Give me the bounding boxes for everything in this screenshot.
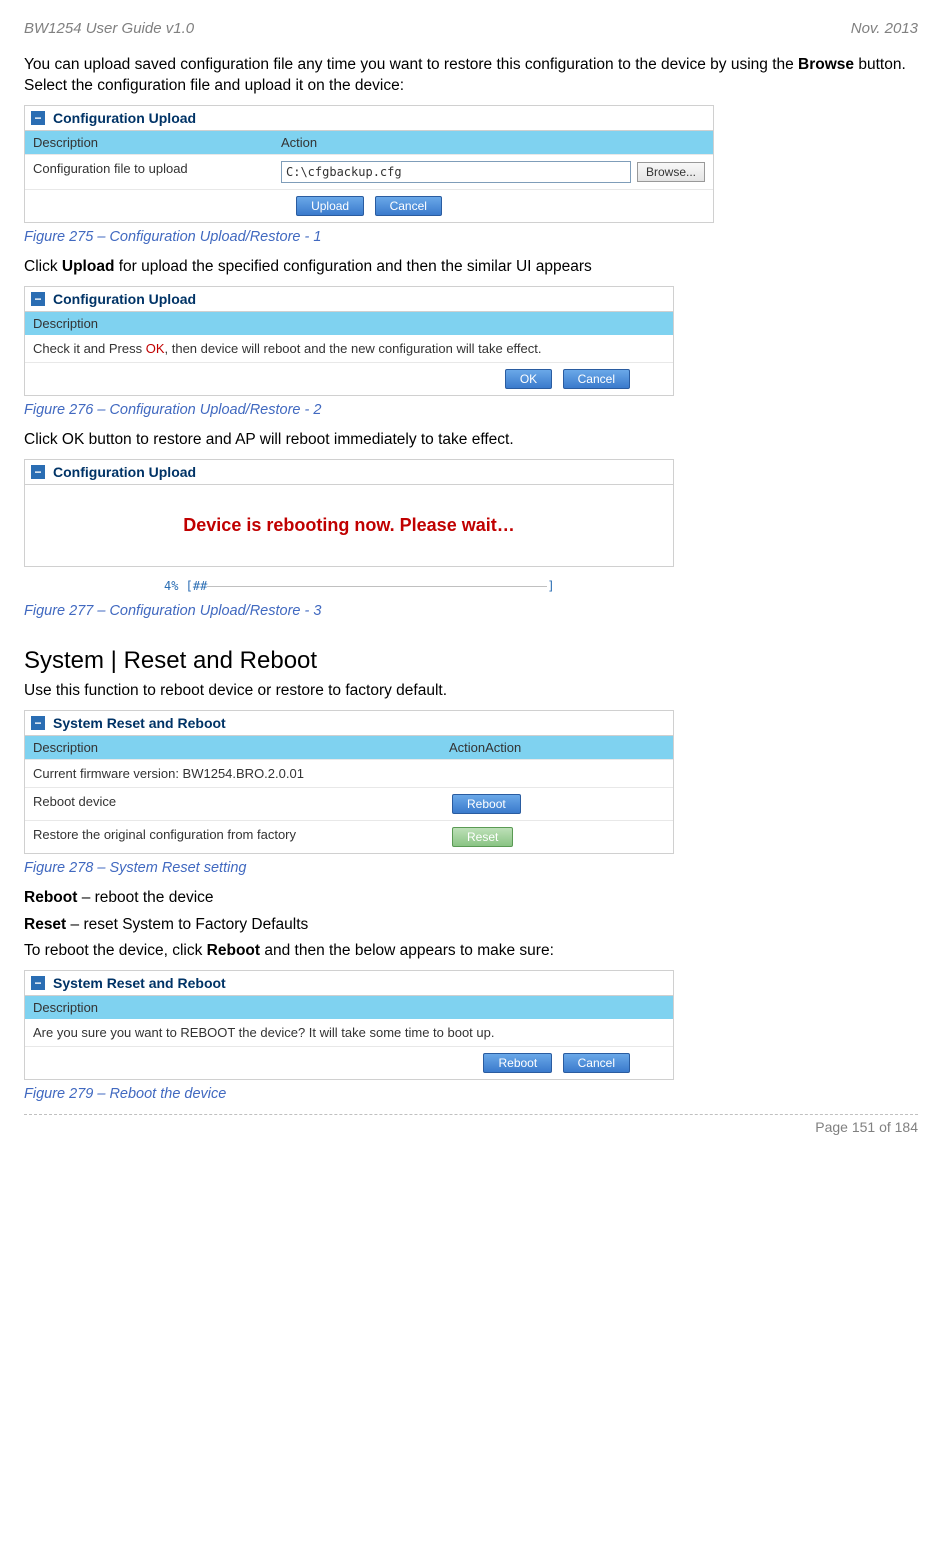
reboot-row: Reboot device Reboot (25, 787, 673, 820)
figure-caption-279: Figure 279 – Reboot the device (24, 1086, 918, 1102)
figure-caption-277: Figure 277 – Configuration Upload/Restor… (24, 603, 918, 619)
firmware-version-label: Current firmware version: BW1254.BRO.2.0… (25, 760, 441, 787)
file-path-input[interactable]: C:\cfgbackup.cfg (281, 161, 631, 183)
paragraph-5: Reboot – reboot the device (24, 888, 918, 909)
system-reset-panel: − System Reset and Reboot Description Ac… (24, 710, 674, 854)
collapse-icon[interactable]: − (31, 716, 45, 730)
reboot-confirm-panel: − System Reset and Reboot Description Ar… (24, 970, 674, 1080)
col-description: Description (25, 996, 673, 1019)
column-headers: Description Action (25, 131, 713, 154)
col-action: ActionAction (441, 736, 673, 759)
progress-close: ] (547, 579, 554, 593)
column-headers: Description ActionAction (25, 736, 673, 759)
figure-caption-275: Figure 275 – Configuration Upload/Restor… (24, 229, 918, 245)
action-buttons-row: Reboot Cancel (25, 1046, 673, 1079)
p2-post: for upload the specified configuration a… (114, 258, 591, 275)
paragraph-4: Use this function to reboot device or re… (24, 681, 918, 702)
reboot-button[interactable]: Reboot (452, 794, 521, 814)
intro-text-bold: Browse (798, 56, 854, 73)
p7-post: and then the below appears to make sure: (260, 942, 554, 959)
doc-date: Nov. 2013 (851, 20, 918, 37)
upload-button[interactable]: Upload (296, 196, 364, 216)
panel-header: − System Reset and Reboot (25, 711, 673, 736)
reset-row: Restore the original configuration from … (25, 820, 673, 853)
reboot-confirm-note: Are you sure you want to REBOOT the devi… (25, 1019, 673, 1046)
ok-button[interactable]: OK (505, 369, 552, 389)
note-ok: OK (146, 341, 165, 356)
cancel-button[interactable]: Cancel (563, 1053, 630, 1073)
row-label: Configuration file to upload (25, 155, 273, 189)
paragraph-6: Reset – reset System to Factory Defaults (24, 915, 918, 936)
reboot-message: Device is rebooting now. Please wait… (25, 485, 673, 566)
progress-bar (207, 586, 547, 587)
panel-title: System Reset and Reboot (53, 715, 226, 731)
page-footer: Page 151 of 184 (24, 1114, 918, 1135)
column-headers: Description (25, 996, 673, 1019)
cancel-button[interactable]: Cancel (563, 369, 630, 389)
paragraph-2: Click Upload for upload the specified co… (24, 257, 918, 278)
file-upload-row: Configuration file to upload C:\cfgbacku… (25, 154, 713, 189)
p2-pre: Click (24, 258, 62, 275)
config-upload-panel-3: − Configuration Upload Device is rebooti… (24, 459, 674, 567)
doc-title: BW1254 User Guide v1.0 (24, 20, 194, 37)
action-buttons-row: Upload Cancel (25, 189, 713, 222)
action-buttons-row: OK Cancel (25, 362, 673, 395)
page-header: BW1254 User Guide v1.0 Nov. 2013 (24, 20, 918, 37)
figure-caption-278: Figure 278 – System Reset setting (24, 860, 918, 876)
p2-bold: Upload (62, 258, 115, 275)
col-description: Description (25, 312, 673, 335)
panel-title: System Reset and Reboot (53, 975, 226, 991)
p6-bold: Reset (24, 916, 66, 933)
reset-label: Restore the original configuration from … (25, 821, 441, 853)
p6-rest: – reset System to Factory Defaults (66, 916, 308, 933)
reset-button[interactable]: Reset (452, 827, 513, 847)
config-upload-panel-1: − Configuration Upload Description Actio… (24, 105, 714, 223)
progress-row: 4% [##] (164, 571, 918, 597)
panel-title: Configuration Upload (53, 464, 196, 480)
panel-header: − Configuration Upload (25, 460, 673, 485)
column-headers: Description (25, 312, 673, 335)
note-post: , then device will reboot and the new co… (165, 341, 542, 356)
reboot-button[interactable]: Reboot (483, 1053, 552, 1073)
panel-header: − System Reset and Reboot (25, 971, 673, 996)
col-description: Description (25, 131, 273, 154)
p7-bold: Reboot (207, 942, 260, 959)
panel-header: − Configuration Upload (25, 287, 673, 312)
collapse-icon[interactable]: − (31, 976, 45, 990)
col-description: Description (25, 736, 441, 759)
paragraph-3: Click OK button to restore and AP will r… (24, 430, 918, 451)
confirm-note: Check it and Press OK, then device will … (25, 335, 673, 362)
browse-button[interactable]: Browse... (637, 162, 705, 182)
firmware-version-row: Current firmware version: BW1254.BRO.2.0… (25, 759, 673, 787)
panel-title: Configuration Upload (53, 291, 196, 307)
paragraph-7: To reboot the device, click Reboot and t… (24, 941, 918, 962)
progress-text: 4% [## (164, 579, 207, 593)
collapse-icon[interactable]: − (31, 292, 45, 306)
figure-caption-276: Figure 276 – Configuration Upload/Restor… (24, 402, 918, 418)
note-pre: Check it and Press (33, 341, 146, 356)
p7-pre: To reboot the device, click (24, 942, 207, 959)
intro-text-pre: You can upload saved configuration file … (24, 56, 798, 73)
p5-bold: Reboot (24, 889, 77, 906)
intro-paragraph: You can upload saved configuration file … (24, 55, 918, 97)
reboot-label: Reboot device (25, 788, 441, 820)
collapse-icon[interactable]: − (31, 111, 45, 125)
collapse-icon[interactable]: − (31, 465, 45, 479)
config-upload-panel-2: − Configuration Upload Description Check… (24, 286, 674, 396)
cancel-button[interactable]: Cancel (375, 196, 442, 216)
panel-header: − Configuration Upload (25, 106, 713, 131)
col-action: Action (273, 131, 713, 154)
p5-rest: – reboot the device (77, 889, 213, 906)
panel-title: Configuration Upload (53, 110, 196, 126)
page-number: Page 151 of 184 (815, 1119, 918, 1135)
section-heading: System | Reset and Reboot (24, 647, 918, 675)
